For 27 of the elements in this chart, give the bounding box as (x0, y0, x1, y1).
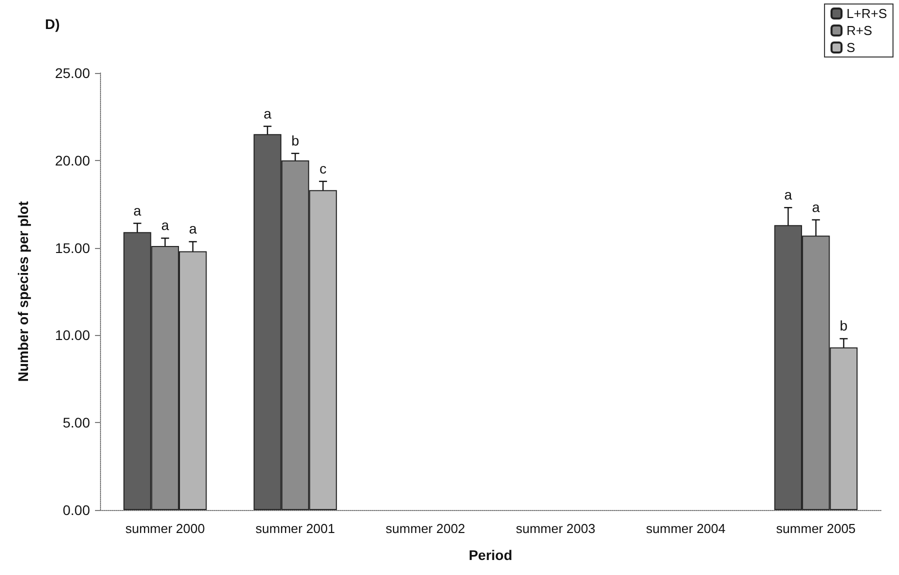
data-label: a (264, 105, 272, 122)
x-tick-label: summer 2001 (256, 521, 335, 536)
data-label: c (320, 160, 327, 176)
data-label: b (840, 318, 848, 334)
y-tick-label: 25.00 (54, 65, 90, 81)
x-tick-label: summer 2000 (125, 521, 205, 536)
x-tick-label: summer 2005 (776, 521, 856, 536)
x-axis-title: Period (468, 547, 512, 563)
y-tick-label: 5.00 (62, 414, 90, 431)
data-label: a (812, 198, 820, 215)
y-tick-label: 0.00 (62, 502, 90, 518)
y-tick-label: 15.00 (54, 240, 90, 256)
x-tick-label: summer 2002 (386, 521, 466, 536)
data-label: a (133, 202, 142, 218)
legend-label: L+R+S (846, 6, 888, 21)
y-axis-title: Number of species per plot (15, 200, 31, 382)
x-tick-label: summer 2003 (516, 521, 596, 536)
chart-title: D) (45, 16, 60, 32)
x-tick-label: summer 2004 (646, 521, 726, 536)
data-label: a (188, 220, 197, 237)
legend-label: R+S (846, 23, 873, 38)
y-tick-label: 10.00 (54, 327, 90, 344)
data-label: a (784, 186, 792, 203)
data-label: a (161, 217, 170, 234)
y-tick-label: 20.00 (54, 152, 90, 168)
legend-label: S (846, 40, 856, 55)
data-label: b (291, 132, 300, 148)
